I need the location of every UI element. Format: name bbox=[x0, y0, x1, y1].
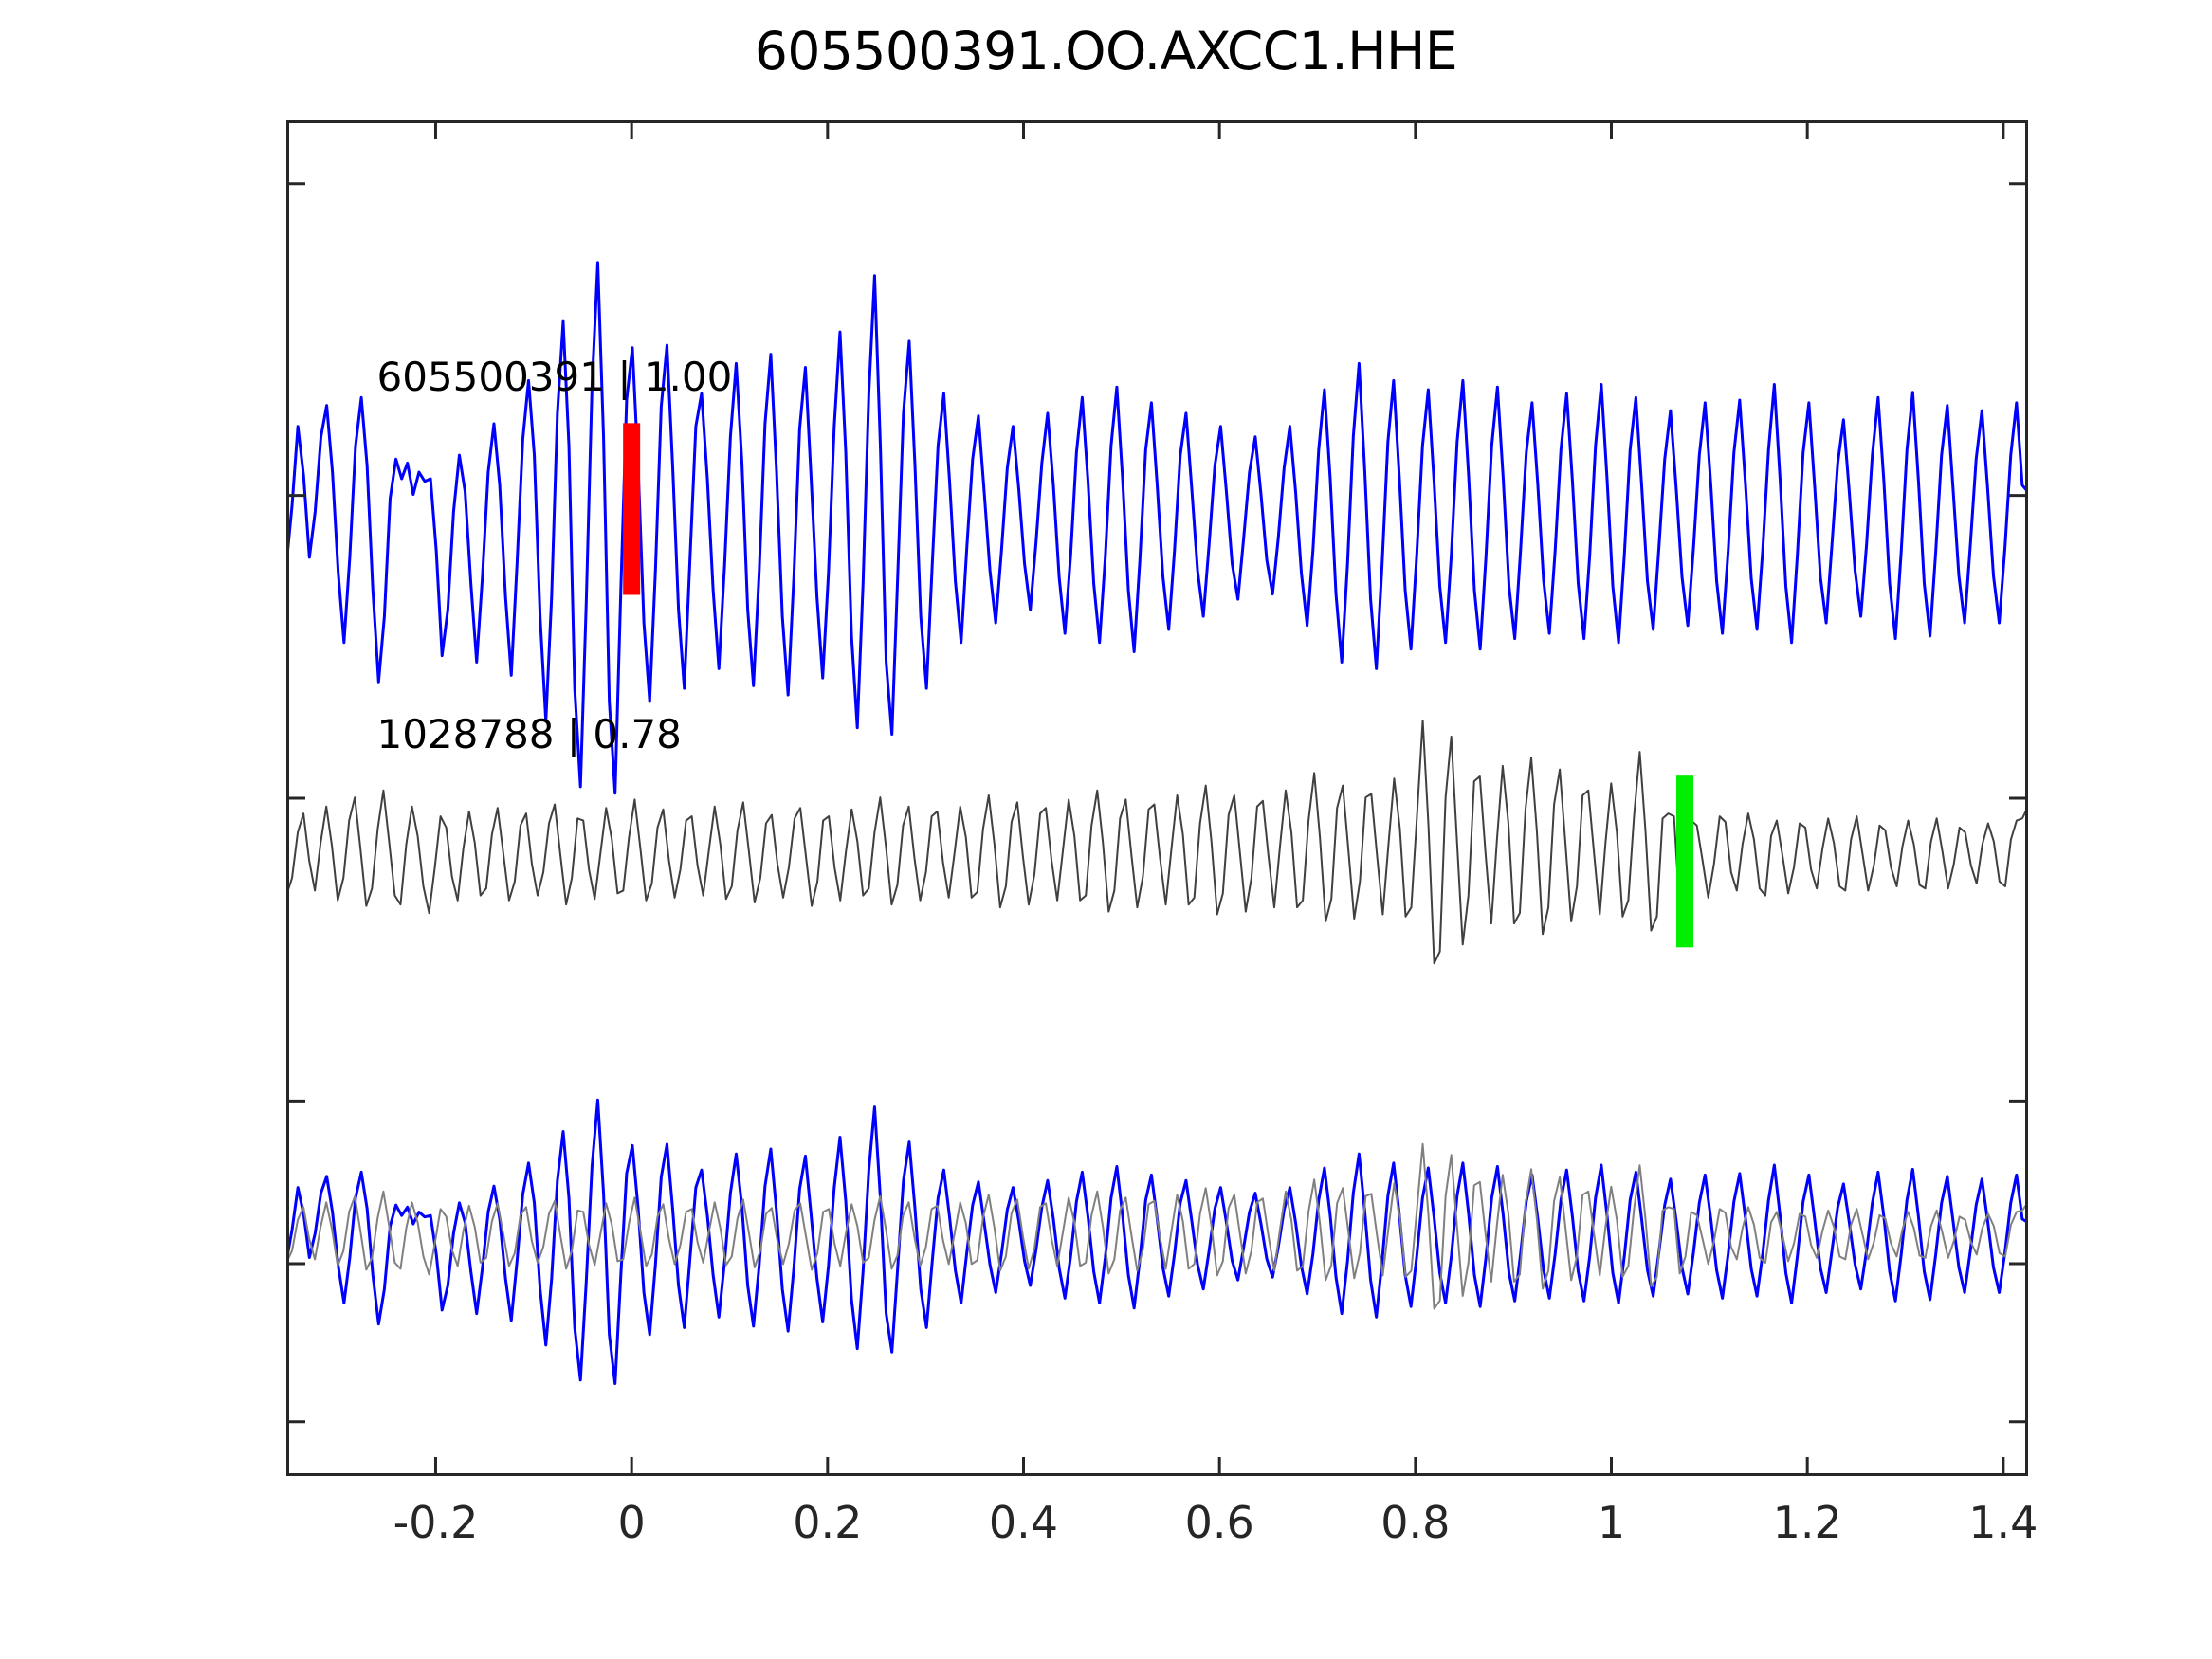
axis-ticks bbox=[286, 120, 2028, 1476]
axes-frame bbox=[286, 120, 2028, 1476]
waveform-overlay_detection bbox=[286, 1142, 2028, 1310]
plot-area: 605500391 | 1.00 1028788 | 0.78 bbox=[286, 120, 2028, 1476]
x-tick-label: -0.2 bbox=[393, 1497, 479, 1548]
page-title: 605500391.OO.AXCC1.HHE bbox=[754, 21, 1458, 82]
x-tick-label: 0.4 bbox=[988, 1497, 1059, 1548]
x-tick-label: 0.6 bbox=[1184, 1497, 1254, 1548]
x-tick-label: 1 bbox=[1597, 1497, 1626, 1548]
waveform-template_605500391_HHE bbox=[286, 261, 2028, 795]
x-tick-label: 1.2 bbox=[1772, 1497, 1842, 1548]
detection-pick-marker bbox=[1676, 775, 1694, 948]
detection-label: 1028788 | 0.78 bbox=[376, 711, 682, 758]
waveform-traces bbox=[286, 261, 2028, 1386]
x-tick-label: 0.2 bbox=[793, 1497, 863, 1548]
x-tick-label: 1.4 bbox=[1968, 1497, 2038, 1548]
template-label: 605500391 | 1.00 bbox=[376, 354, 733, 401]
x-tick-label: 0 bbox=[617, 1497, 646, 1548]
plot-svg bbox=[286, 120, 2028, 1476]
template-pick-marker bbox=[623, 423, 641, 595]
x-tick-label: 0.8 bbox=[1380, 1497, 1451, 1548]
pick-markers bbox=[623, 423, 1694, 948]
waveform-overlay_template bbox=[286, 1098, 2028, 1386]
waveform-detection_1028788_HHE bbox=[286, 719, 2028, 965]
